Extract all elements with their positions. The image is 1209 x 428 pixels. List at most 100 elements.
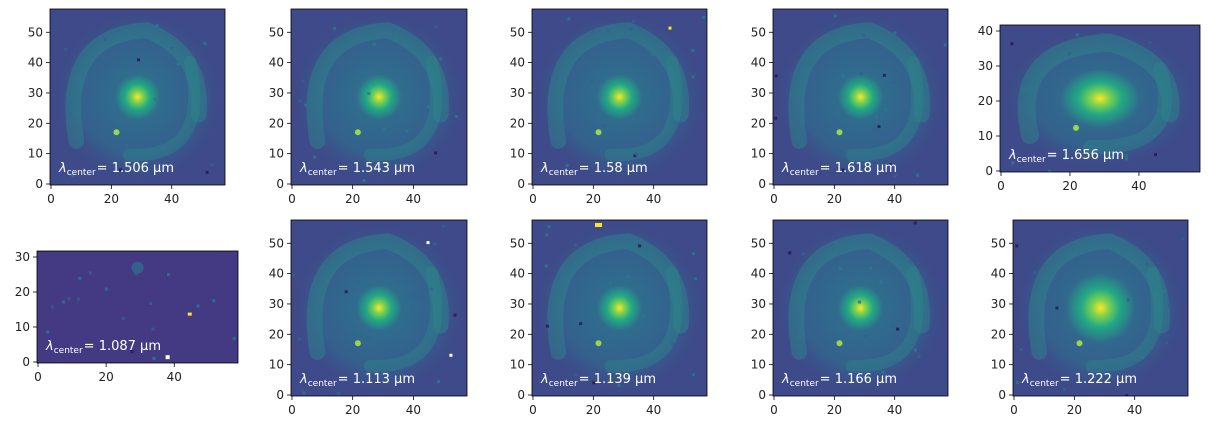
y-tick-label: 40 [510, 267, 525, 281]
y-tick-label: 30 [991, 297, 1006, 311]
panel-1: 0 20 40 0 10 20 30 40 50 λcenter= 1.506 μm [28, 8, 226, 206]
x-tick-label: 0 [529, 192, 537, 206]
axes-frame [999, 24, 1201, 173]
y-tick-label: 10 [991, 358, 1006, 372]
y-tick-label: 10 [15, 320, 30, 334]
panel-7: 0 20 40 0 10 20 30 40 50 λcenter= 1.113 μm [269, 219, 468, 417]
y-tick-label: 30 [269, 86, 284, 100]
y-tick-label: 30 [28, 86, 43, 100]
x-tick-label: 0 [770, 192, 778, 206]
x-tick-label: 40 [406, 403, 421, 417]
wavelength-label: λcenter= 1.656 μm [1008, 148, 1124, 165]
x-tick-label: 20 [345, 403, 360, 417]
x-tick-label: 20 [827, 192, 842, 206]
wavelength-label: λcenter= 1.139 μm [540, 372, 656, 389]
wavelength-label: λcenter= 1.166 μm [781, 372, 897, 389]
galaxy-image [291, 220, 467, 396]
y-tick-label: 10 [28, 147, 43, 161]
x-tick-label: 40 [646, 403, 661, 417]
y-tick-label: 40 [269, 56, 284, 70]
y-tick-label: 10 [269, 147, 284, 161]
galaxy-image [1000, 25, 1200, 172]
y-tick-label: 40 [510, 56, 525, 70]
axes-frame [531, 219, 708, 397]
axes-frame [772, 8, 949, 186]
y-tick-label: 50 [510, 236, 525, 250]
y-tick-label: 0 [517, 388, 525, 402]
x-tick-label: 20 [104, 192, 119, 206]
x-tick-label: 40 [406, 192, 421, 206]
y-tick-label: 40 [991, 267, 1006, 281]
y-tick-label: 40 [751, 56, 766, 70]
axes-frame [531, 8, 708, 186]
y-tick-label: 10 [269, 358, 284, 372]
x-tick-label: 20 [827, 403, 842, 417]
panel-5: 0 20 40 0 10 20 30 40 λcenter= 1.656 μm [978, 24, 1201, 193]
y-tick-label: 20 [269, 327, 284, 341]
y-tick-label: 10 [978, 129, 993, 143]
y-tick-label: 50 [510, 25, 525, 39]
y-tick-label: 20 [751, 116, 766, 130]
y-tick-label: 20 [28, 116, 43, 130]
panel-10: 0 20 40 0 10 20 30 40 50 λcenter= 1.222 μm [991, 219, 1189, 417]
x-tick-label: 0 [47, 192, 55, 206]
y-tick-label: 0 [517, 177, 525, 191]
y-tick-label: 20 [991, 327, 1006, 341]
y-tick-label: 40 [28, 56, 43, 70]
wavelength-label: λcenter= 1.58 μm [540, 161, 648, 178]
y-tick-label: 50 [751, 25, 766, 39]
wavelength-label: λcenter= 1.543 μm [299, 161, 415, 178]
x-tick-label: 0 [34, 370, 42, 384]
y-tick-label: 10 [751, 358, 766, 372]
wavelength-label: λcenter= 1.506 μm [58, 161, 174, 178]
y-tick-label: 0 [758, 177, 766, 191]
x-tick-label: 40 [164, 192, 179, 206]
galaxy-image [291, 9, 467, 185]
panel-8: 0 20 40 0 10 20 30 40 50 λcenter= 1.139 μm [510, 219, 708, 417]
y-tick-label: 20 [510, 327, 525, 341]
y-tick-label: 0 [35, 177, 43, 191]
x-tick-label: 0 [529, 403, 537, 417]
axes-frame [36, 250, 239, 364]
y-tick-label: 50 [751, 236, 766, 250]
wavelength-label: λcenter= 1.222 μm [1021, 372, 1137, 389]
x-tick-label: 0 [770, 403, 778, 417]
galaxy-image [50, 9, 225, 185]
y-tick-label: 0 [22, 355, 30, 369]
axes-frame [49, 8, 226, 186]
y-tick-label: 20 [978, 94, 993, 108]
axes-frame [290, 8, 468, 186]
x-tick-label: 0 [1010, 403, 1018, 417]
y-tick-label: 40 [978, 24, 993, 38]
y-tick-label: 10 [751, 147, 766, 161]
panel-3: 0 20 40 0 10 20 30 40 50 λcenter= 1.58 μm [510, 8, 708, 206]
y-tick-label: 30 [978, 59, 993, 73]
x-tick-label: 20 [1062, 179, 1077, 193]
galaxy-image [773, 220, 948, 396]
y-tick-label: 40 [269, 267, 284, 281]
galaxy-image [773, 9, 948, 185]
y-tick-label: 30 [751, 297, 766, 311]
y-tick-label: 20 [510, 116, 525, 130]
galaxy-image [532, 9, 707, 185]
y-tick-label: 50 [269, 236, 284, 250]
x-tick-label: 0 [288, 403, 296, 417]
panel-6: 0 20 40 0 10 20 30 λcenter= 1.087 μm [15, 250, 239, 384]
axes-frame [772, 219, 949, 397]
y-tick-label: 0 [998, 388, 1006, 402]
y-tick-label: 10 [510, 147, 525, 161]
panel-4: 0 20 40 0 10 20 30 40 50 λcenter= 1.618 μm [751, 8, 949, 206]
galaxy-image [1013, 220, 1188, 396]
y-tick-label: 0 [276, 388, 284, 402]
panel-9: 0 20 40 0 10 20 30 40 50 λcenter= 1.166 μm [751, 219, 949, 417]
galaxy-image [532, 220, 707, 396]
wavelength-label: λcenter= 1.113 μm [299, 372, 415, 389]
x-tick-label: 0 [997, 179, 1005, 193]
y-tick-label: 30 [15, 250, 30, 264]
y-tick-label: 50 [991, 236, 1006, 250]
y-tick-label: 0 [276, 177, 284, 191]
x-tick-label: 20 [345, 192, 360, 206]
y-tick-label: 20 [751, 327, 766, 341]
x-tick-label: 20 [586, 403, 601, 417]
